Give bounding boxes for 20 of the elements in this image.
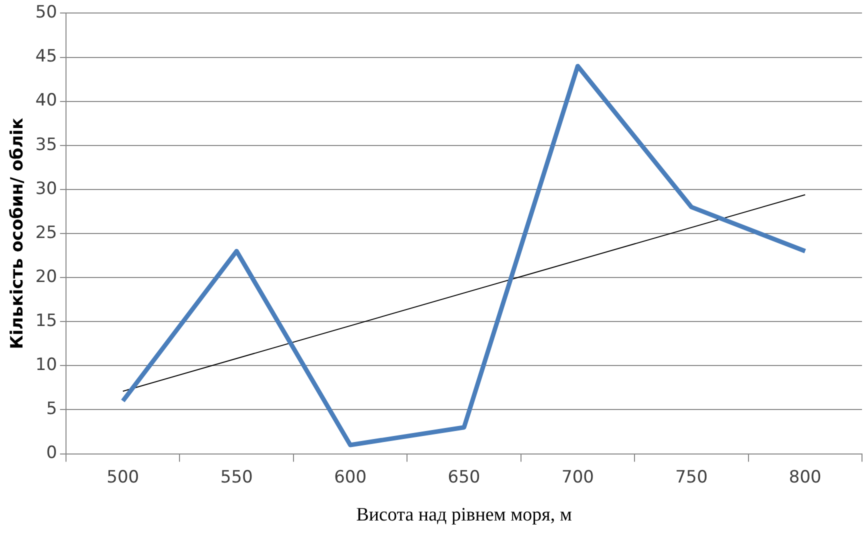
x-tick-label: 600 [334,467,367,488]
y-tick-label: 50 [35,2,58,23]
x-tick-label: 800 [788,467,822,488]
y-axis-title: Кількість особин/ облік [8,117,28,350]
y-tick-label: 40 [35,90,58,111]
y-tick-label: 25 [35,222,58,243]
x-tick-label: 650 [448,467,480,488]
x-tick-label: 750 [675,467,708,488]
y-tick-label: 15 [35,311,58,332]
x-axis-title: Висота над рівнем моря, м [356,504,572,526]
x-tick-label: 550 [220,467,253,488]
y-tick-label: 45 [35,46,58,67]
y-tick-label: 30 [35,178,58,199]
y-tick-label: 0 [46,443,58,464]
y-tick-label: 20 [35,266,58,287]
x-tick-label: 700 [562,467,594,488]
y-tick-label: 10 [35,355,58,376]
y-tick-label: 35 [35,134,58,155]
y-tick-label: 5 [46,399,58,420]
x-tick-label: 500 [106,467,140,488]
